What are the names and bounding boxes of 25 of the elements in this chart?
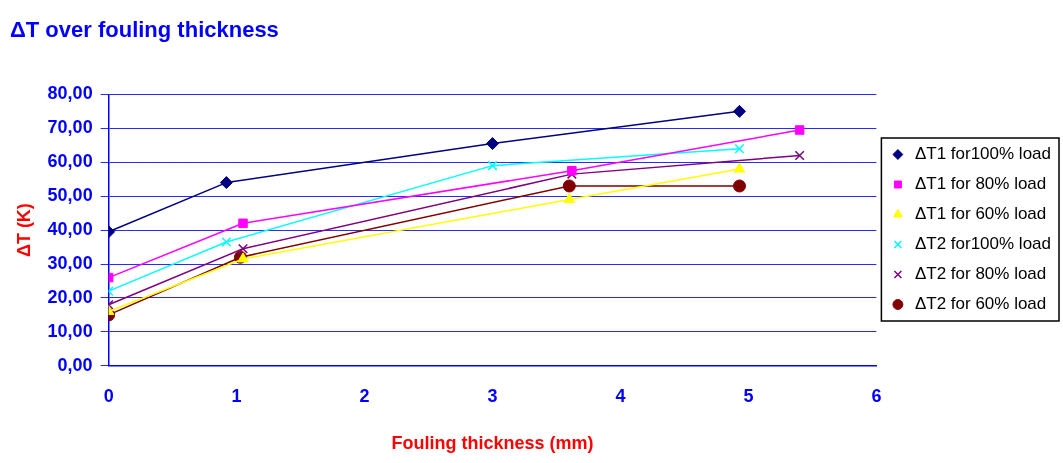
x-tick-label: 4 [615,385,626,406]
x-tick-label: 2 [359,385,370,406]
y-tick-label: 40,00 [47,219,93,240]
y-tick-label: 0,00 [57,354,93,375]
y-tick-label: 20,00 [47,286,93,307]
legend-label: ΔT1 for100% load [914,144,1052,164]
x-axis-title: Fouling thickness (mm) [391,433,594,454]
legend-label: ΔT1 for 60% load [914,204,1047,224]
chart-title: ΔT over fouling thickness [10,17,279,43]
legend-label: ΔT1 for 80% load [914,174,1047,194]
y-axis-title: ΔT (K) [13,203,34,258]
y-tick-label: 60,00 [47,151,93,172]
x-tick-label: 5 [743,385,754,406]
y-tick-label: 50,00 [47,185,93,206]
x-tick-label: 1 [231,385,242,406]
y-tick-label: 10,00 [47,320,93,341]
x-tick-label: 0 [103,385,114,406]
x-tick-label: 3 [487,385,498,406]
y-tick-label: 30,00 [47,252,93,273]
legend-label: ΔT2 for100% load [914,234,1052,254]
legend-label: ΔT2 for 80% load [914,264,1047,284]
x-tick-label: 6 [871,385,882,406]
legend-label: ΔT2 for 60% load [914,294,1047,314]
y-tick-label: 70,00 [47,117,93,138]
y-tick-label: 80,00 [47,83,93,104]
